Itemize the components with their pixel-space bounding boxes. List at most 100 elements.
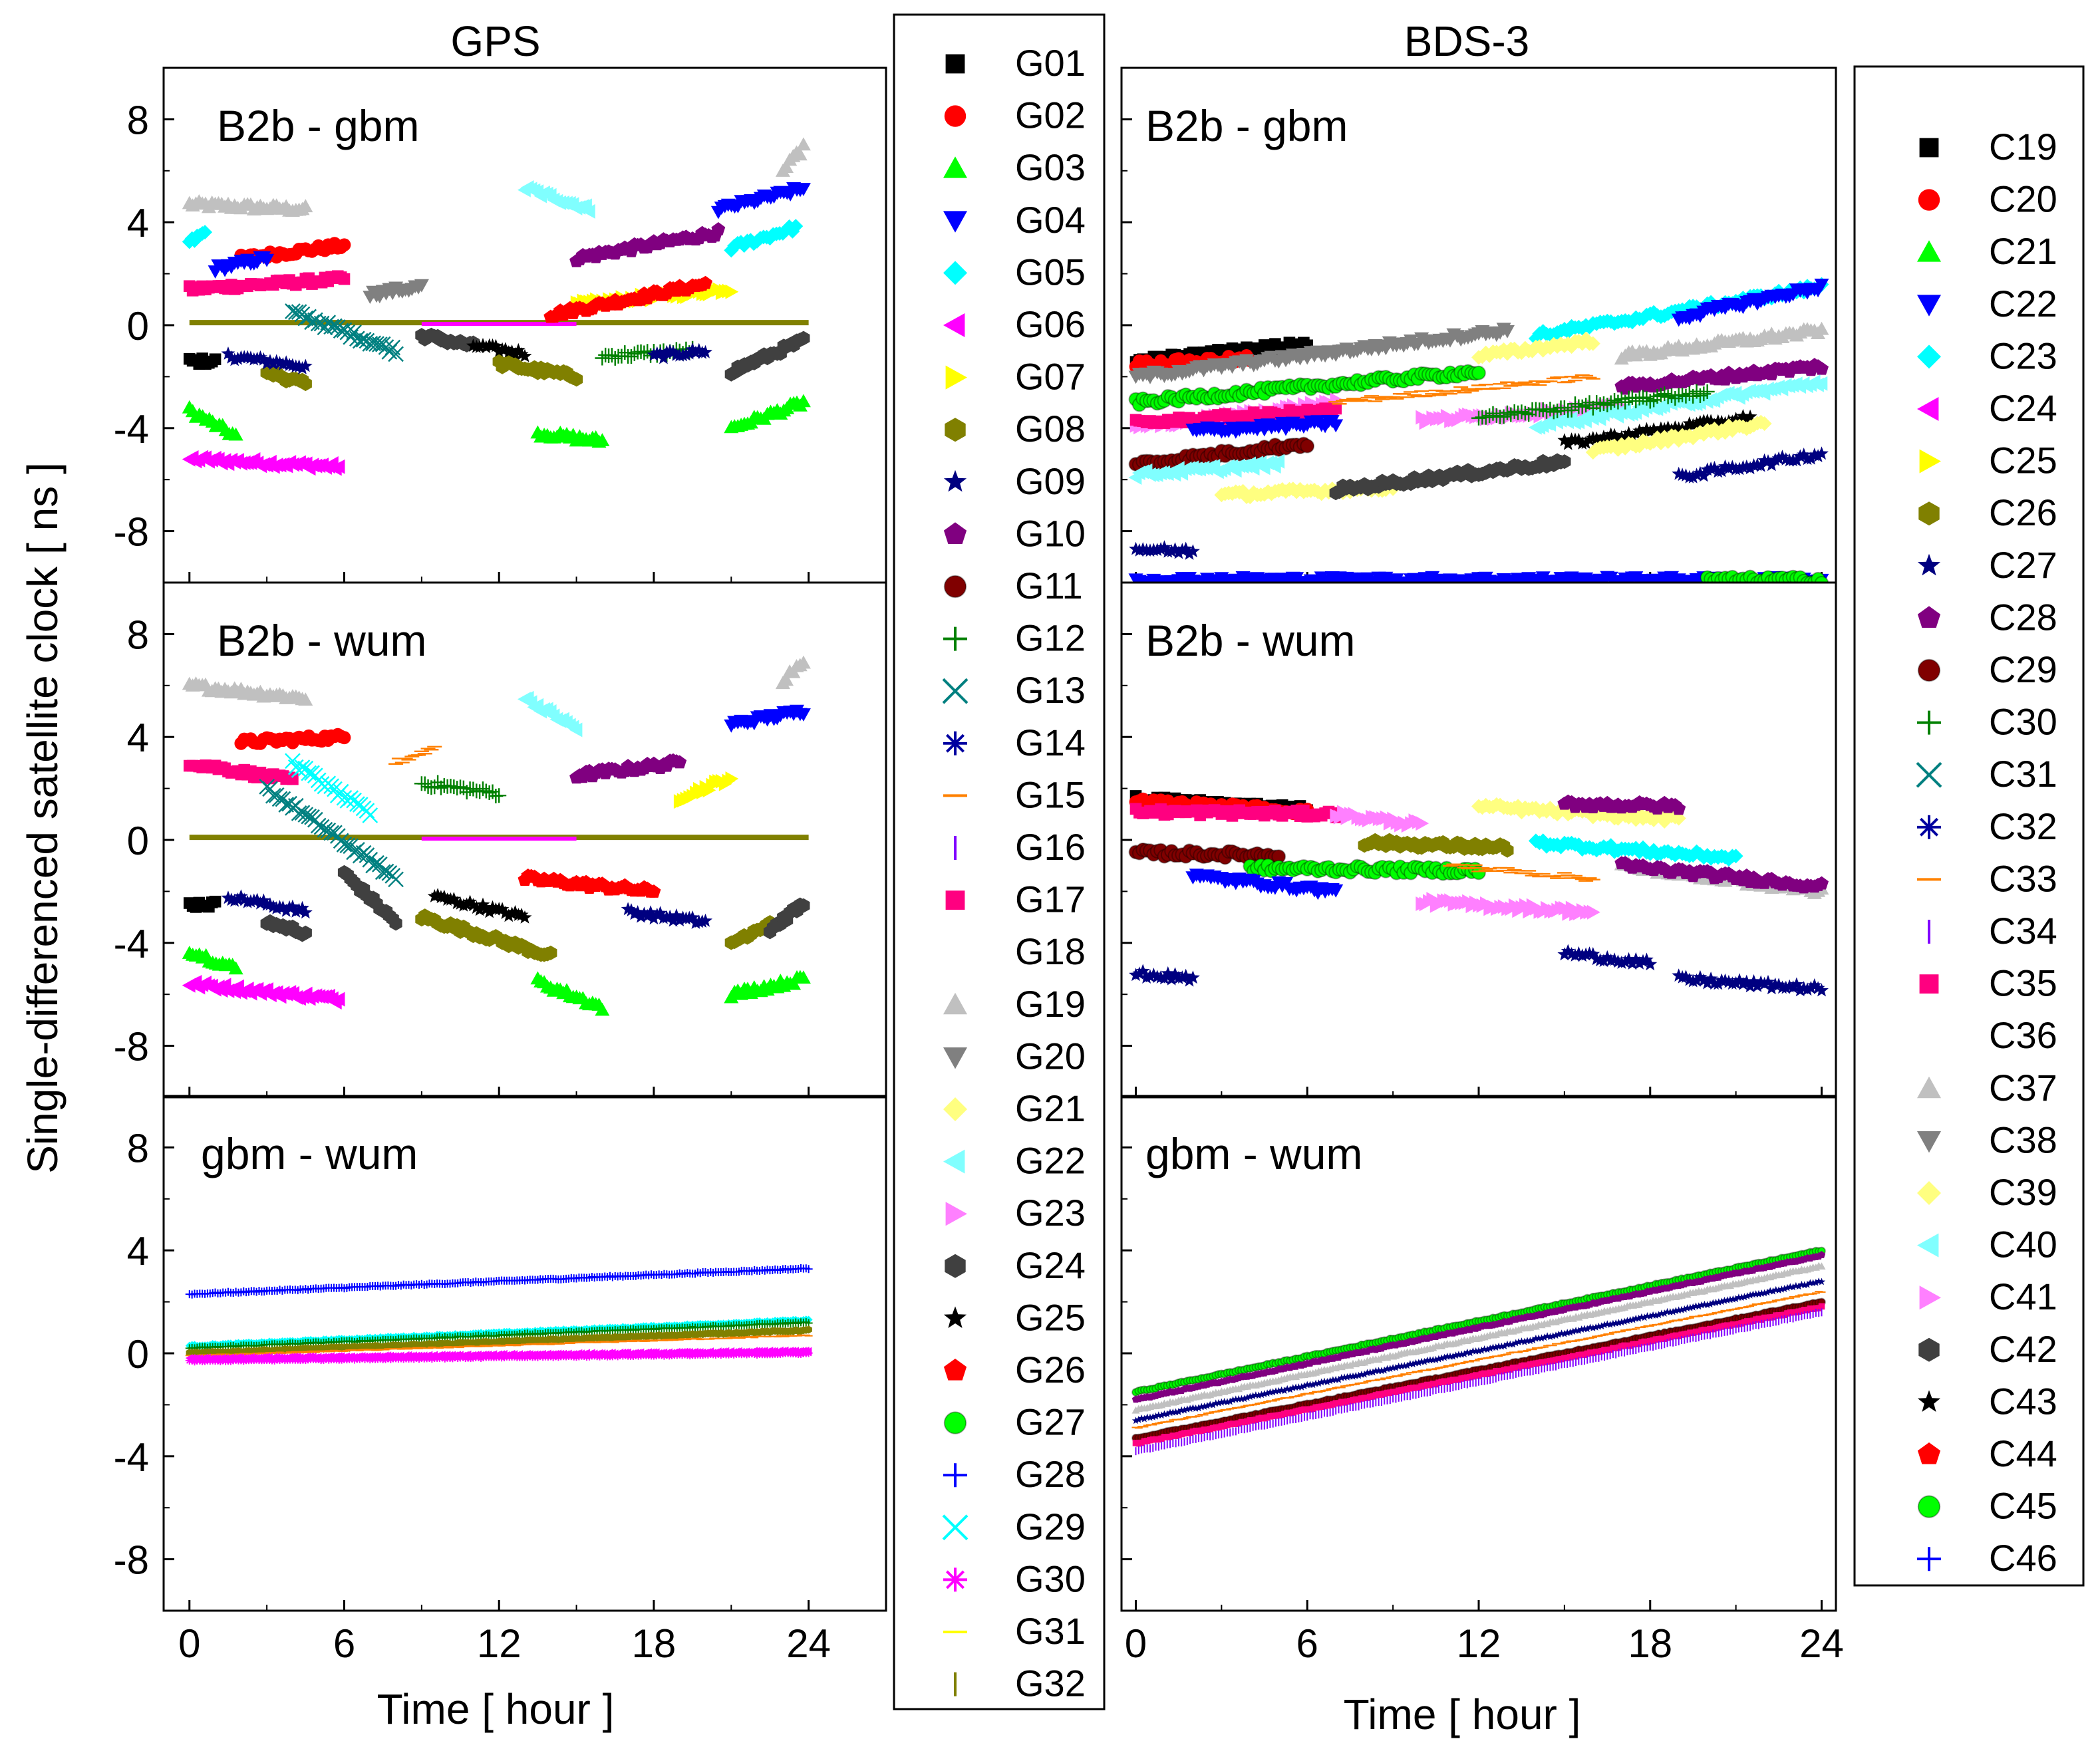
point-C30 (1567, 396, 1582, 412)
point-G30 (355, 1355, 364, 1363)
point-G13 (375, 864, 391, 880)
point-G07 (725, 284, 739, 299)
point-G09 (269, 354, 284, 368)
point-C30 (1517, 406, 1533, 421)
point-G13 (369, 336, 384, 352)
point-C27 (1679, 468, 1693, 482)
point-G12 (604, 348, 619, 363)
x-tick-label: 6 (333, 1621, 355, 1666)
point-G25 (446, 892, 461, 905)
y-tick-label: 0 (127, 1332, 149, 1377)
point-G12 (627, 346, 642, 362)
point-G30 (425, 1353, 434, 1362)
point-G30 (804, 1349, 813, 1357)
point-G05 (788, 219, 804, 234)
point-G09 (627, 906, 642, 920)
point-G30 (322, 1355, 331, 1363)
point-C41 (1416, 816, 1429, 831)
point-G30 (474, 1353, 483, 1361)
point-G13 (369, 855, 384, 871)
point-C27 (1775, 450, 1789, 464)
point-C27 (1132, 543, 1147, 557)
point-C27 (1815, 446, 1829, 460)
point-G30 (533, 1353, 542, 1361)
point-G30 (595, 1352, 604, 1361)
point-G03 (595, 433, 610, 446)
point-G19 (298, 692, 313, 706)
point-C30 (1596, 396, 1611, 411)
point-G09 (685, 910, 700, 924)
point-G13 (339, 324, 356, 340)
point-C30 (1478, 410, 1493, 425)
point-G30 (376, 1354, 384, 1363)
point-C30 (1657, 386, 1672, 402)
point-G09 (221, 890, 235, 904)
y-axis-label: Single-differenced satellite clock [ ns … (19, 462, 67, 1174)
point-G09 (643, 905, 658, 919)
point-G02 (337, 238, 351, 252)
point-C30 (1485, 406, 1501, 421)
point-G20 (414, 279, 429, 293)
point-C27 (1153, 542, 1168, 555)
point-G09 (688, 345, 703, 359)
point-G24 (389, 916, 402, 931)
point-C30 (1514, 404, 1529, 420)
point-G30 (797, 1349, 806, 1358)
point-G13 (352, 333, 369, 349)
point-C43 (1735, 409, 1750, 422)
point-G09 (263, 354, 277, 367)
point-G06 (331, 992, 345, 1007)
point-G30 (219, 1356, 227, 1365)
x-tick-label: 12 (477, 1621, 522, 1666)
point-C27 (1768, 452, 1783, 466)
point-G09 (275, 357, 290, 370)
point-G30 (451, 1353, 460, 1361)
bds-x-axis-label: Time [ hour ] (1344, 1690, 1581, 1738)
y-tick-label: -8 (114, 510, 149, 555)
point-G09 (692, 342, 706, 356)
point-C27 (1803, 451, 1818, 465)
point-G03 (796, 394, 811, 408)
point-G25 (502, 908, 516, 922)
y-tick-label: 4 (127, 201, 149, 245)
point-G25 (514, 908, 529, 921)
point-G12 (475, 781, 490, 797)
point-C27 (1797, 448, 1811, 461)
point-G13 (291, 805, 307, 821)
point-G30 (448, 1354, 457, 1363)
point-C43 (1611, 432, 1625, 446)
point-G04 (259, 253, 275, 267)
point-C27 (1157, 540, 1171, 554)
point-C43 (1571, 432, 1586, 446)
point-G09 (698, 344, 712, 358)
point-G19 (796, 137, 811, 151)
x-tick-label: 0 (178, 1621, 200, 1666)
point-G09 (624, 903, 639, 916)
point-G01 (209, 353, 222, 366)
point-G25 (508, 904, 522, 918)
point-G09 (685, 342, 700, 356)
point-C27 (1771, 451, 1786, 465)
point-C43 (1618, 429, 1632, 443)
point-G09 (669, 908, 684, 922)
point-G30 (428, 1355, 436, 1363)
point-C30 (1564, 402, 1579, 418)
point-G30 (714, 1349, 722, 1358)
point-G30 (345, 1355, 354, 1363)
data-points (1128, 277, 1829, 583)
point-C38 (1500, 325, 1515, 338)
point-G30 (613, 1352, 622, 1361)
point-G12 (595, 350, 610, 366)
point-G09 (221, 346, 235, 360)
y-tick-label: 0 (127, 304, 149, 348)
point-G25 (518, 910, 532, 924)
point-G30 (611, 1351, 619, 1360)
point-G09 (637, 906, 651, 920)
y-tick-label: 4 (127, 716, 149, 760)
point-C43 (1743, 409, 1757, 423)
point-G07 (725, 771, 739, 786)
point-G13 (333, 323, 349, 339)
point-G30 (495, 1352, 504, 1361)
